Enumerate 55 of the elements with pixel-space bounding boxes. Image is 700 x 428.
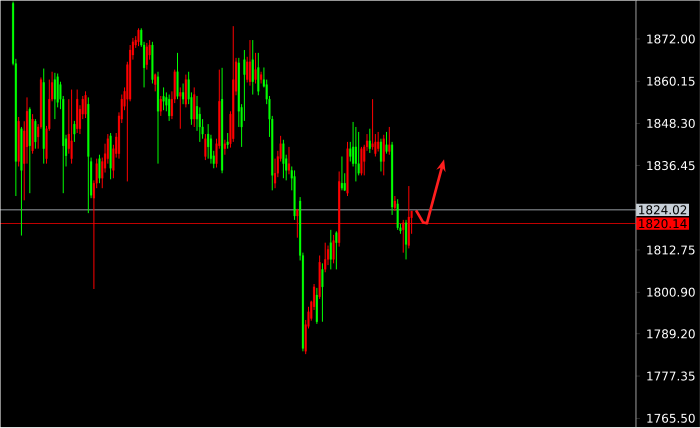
- candlestick: [372, 98, 374, 150]
- candlestick: [54, 72, 56, 120]
- ref-line-label: 1820.14: [639, 219, 687, 228]
- y-tick-label: 1860.15: [647, 76, 695, 86]
- candlestick: [388, 126, 390, 156]
- candlestick: [335, 230, 338, 270]
- candlestick: [146, 42, 148, 70]
- candlestick: [179, 87, 182, 130]
- ref-line-label: 1824.02: [639, 205, 686, 215]
- y-tick-label: 1800.90: [647, 288, 695, 297]
- candlestick: [260, 71, 262, 84]
- candlestick: [34, 118, 36, 150]
- candlestick: [224, 139, 226, 156]
- candlestick: [396, 198, 399, 231]
- candlestick: [382, 134, 385, 176]
- candlestick: [332, 234, 335, 264]
- y-tick-label: 1836.45: [647, 161, 695, 170]
- candlestick: [98, 154, 101, 184]
- candlestick: [257, 52, 260, 96]
- candlestick: [226, 132, 229, 150]
- candlestick: [84, 90, 87, 119]
- candlestick: [380, 138, 382, 172]
- candlestick: [352, 122, 354, 168]
- candlestick: [207, 124, 210, 160]
- candlestick: [154, 73, 156, 92]
- y-tick-label: 1777.35: [647, 372, 695, 381]
- candlestick: [324, 242, 326, 273]
- candlestick: [321, 262, 324, 322]
- candlestick: [354, 126, 357, 182]
- candlestick: [73, 120, 76, 143]
- y-tick-label: 1872.00: [647, 34, 695, 44]
- candlestick: [182, 83, 184, 105]
- candlestick: [282, 139, 284, 179]
- y-tick-label: 1765.50: [647, 414, 695, 423]
- candlestick: [168, 94, 170, 122]
- candlestick: [404, 220, 408, 260]
- candlestick: [340, 156, 343, 191]
- candlestick: [394, 196, 396, 212]
- y-tick-label: 1848.30: [647, 119, 695, 128]
- candlestick: [254, 52, 257, 84]
- y-tick-label: 1789.20: [647, 329, 695, 339]
- candlestick: [162, 87, 165, 111]
- candlestick: [70, 89, 73, 164]
- candlestick: [248, 40, 252, 86]
- candlestick: [252, 40, 254, 96]
- candlestick: [246, 56, 248, 84]
- candlestick: [330, 230, 332, 270]
- candlestick: [377, 132, 380, 152]
- candlestick: [385, 132, 388, 154]
- candlestick: [288, 146, 290, 175]
- y-tick-label: 1812.75: [647, 246, 695, 255]
- candlestick: [204, 134, 206, 161]
- candlestick: [368, 128, 371, 154]
- candlestick: [160, 96, 162, 117]
- candlestick: [137, 28, 140, 47]
